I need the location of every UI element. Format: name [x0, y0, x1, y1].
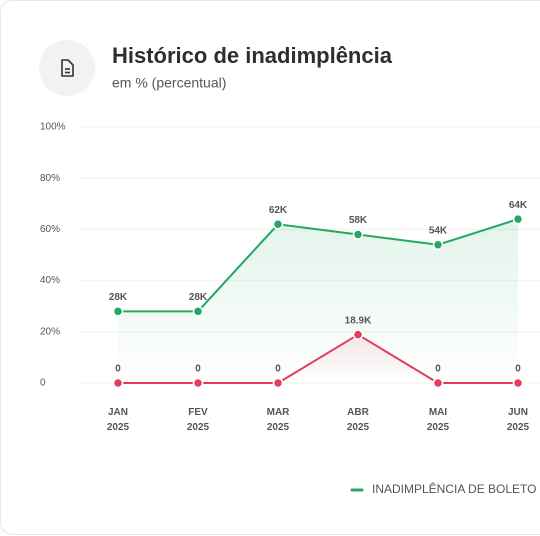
data-label: 54K	[429, 225, 448, 236]
area	[118, 219, 518, 383]
point	[352, 329, 364, 340]
chart-subtitle: em % (percentual)	[112, 75, 226, 91]
y-tick-label: 100%	[40, 122, 66, 133]
area	[118, 334, 518, 383]
x-tick-label: MAI 2025	[427, 407, 450, 433]
point	[512, 213, 524, 225]
point	[432, 239, 444, 251]
y-tick-label: 80%	[40, 173, 60, 184]
x-tick-label: JAN 2025	[107, 407, 130, 433]
data-label: 0	[115, 364, 121, 375]
data-label: 64K	[509, 200, 528, 211]
point	[112, 306, 124, 317]
x-tick-label: FEV 2025	[187, 407, 210, 433]
y-tick-label: 20%	[40, 326, 60, 337]
point	[352, 229, 364, 240]
point	[192, 377, 204, 389]
icon-bg	[39, 40, 95, 96]
data-label: 18.9K	[345, 315, 372, 326]
y-tick-label: 40%	[40, 275, 60, 286]
data-label: 0	[435, 364, 441, 375]
y-tick-label: 60%	[40, 224, 60, 235]
x-tick-label: ABR 2025	[347, 407, 370, 433]
point	[272, 377, 284, 389]
data-label: 0	[515, 364, 521, 375]
data-label: 62K	[269, 205, 288, 216]
x-tick-label: JUN 2025	[507, 407, 530, 433]
line	[118, 333, 518, 384]
data-label: 28K	[189, 292, 208, 303]
x-tick-label: MAR 2025	[267, 407, 291, 433]
point	[432, 377, 444, 389]
point	[272, 219, 284, 230]
chart-title: Histórico de inadimplência	[112, 43, 393, 68]
doc-icon	[61, 59, 74, 77]
legend-label: INADIMPLÊNCIA DE BOLETO	[372, 481, 537, 496]
point	[112, 377, 124, 389]
data-label: 58K	[349, 215, 368, 226]
data-label: 0	[275, 364, 281, 375]
y-tick-label: 0	[40, 378, 46, 389]
point	[512, 377, 524, 389]
point	[192, 306, 204, 317]
data-label: 0	[195, 364, 201, 375]
line	[118, 218, 519, 313]
data-label: 28K	[109, 292, 128, 303]
